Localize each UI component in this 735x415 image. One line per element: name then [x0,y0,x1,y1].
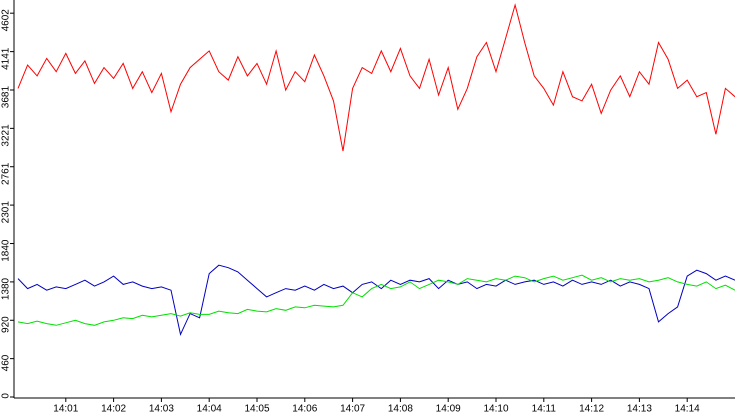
x-tick-label: 14:08 [388,404,413,415]
y-tick-label: 920 [1,316,12,333]
x-tick-label: 14:14 [675,404,700,415]
y-tick-label: 2301 [1,201,12,224]
x-tick-label: 14:13 [627,404,652,415]
y-tick-label: 3681 [1,86,12,109]
y-tick-label: 1380 [1,277,12,300]
x-tick-label: 14:03 [149,404,174,415]
x-tick-label: 14:01 [53,404,78,415]
series-line [17,3,735,152]
y-tick-label: 4141 [1,47,12,70]
y-tick-label: 4602 [1,9,12,32]
y-tick-label: 3221 [1,124,12,147]
x-tick-label: 14:09 [436,404,461,415]
x-tick-label: 14:10 [483,404,508,415]
series-line [17,264,735,336]
x-tick-label: 14:06 [292,404,317,415]
x-tick-label: 14:12 [579,404,604,415]
y-tick-label: 0 [1,393,12,399]
series-line [17,274,735,326]
x-tick-label: 14:07 [340,404,365,415]
y-tick-label: 2761 [1,162,12,185]
y-tick-label: 1840 [1,239,12,262]
x-tick-label: 14:02 [101,404,126,415]
x-tick-label: 14:04 [197,404,222,415]
y-tick-label: 460 [1,354,12,371]
x-tick-label: 14:11 [532,404,557,415]
x-tick-label: 14:05 [244,404,269,415]
